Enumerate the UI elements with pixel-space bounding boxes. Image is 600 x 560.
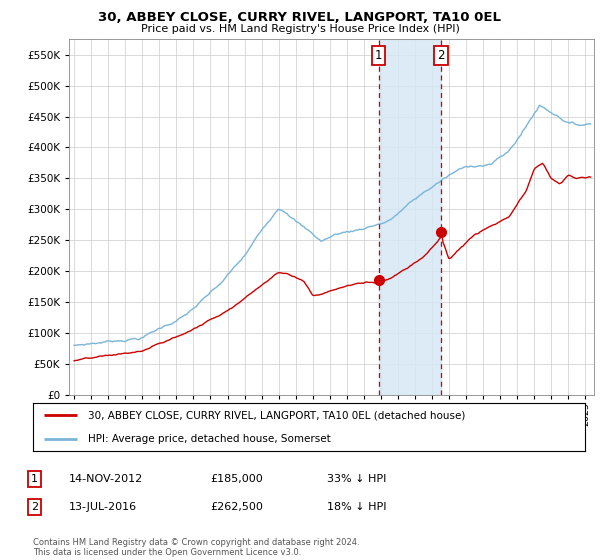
Text: 1: 1 xyxy=(31,474,38,484)
Text: 14-NOV-2012: 14-NOV-2012 xyxy=(69,474,143,484)
Text: Price paid vs. HM Land Registry's House Price Index (HPI): Price paid vs. HM Land Registry's House … xyxy=(140,24,460,34)
Text: 13-JUL-2016: 13-JUL-2016 xyxy=(69,502,137,512)
Text: £185,000: £185,000 xyxy=(210,474,263,484)
Text: 33% ↓ HPI: 33% ↓ HPI xyxy=(327,474,386,484)
Text: 2: 2 xyxy=(31,502,38,512)
Text: HPI: Average price, detached house, Somerset: HPI: Average price, detached house, Some… xyxy=(88,434,331,444)
Text: 18% ↓ HPI: 18% ↓ HPI xyxy=(327,502,386,512)
Text: 1: 1 xyxy=(375,49,382,62)
Bar xyxy=(379,39,441,395)
Text: 30, ABBEY CLOSE, CURRY RIVEL, LANGPORT, TA10 0EL: 30, ABBEY CLOSE, CURRY RIVEL, LANGPORT, … xyxy=(98,11,502,24)
Text: £262,500: £262,500 xyxy=(210,502,263,512)
Text: 30, ABBEY CLOSE, CURRY RIVEL, LANGPORT, TA10 0EL (detached house): 30, ABBEY CLOSE, CURRY RIVEL, LANGPORT, … xyxy=(88,410,466,420)
Text: Contains HM Land Registry data © Crown copyright and database right 2024.
This d: Contains HM Land Registry data © Crown c… xyxy=(33,538,359,557)
Text: 2: 2 xyxy=(437,49,445,62)
